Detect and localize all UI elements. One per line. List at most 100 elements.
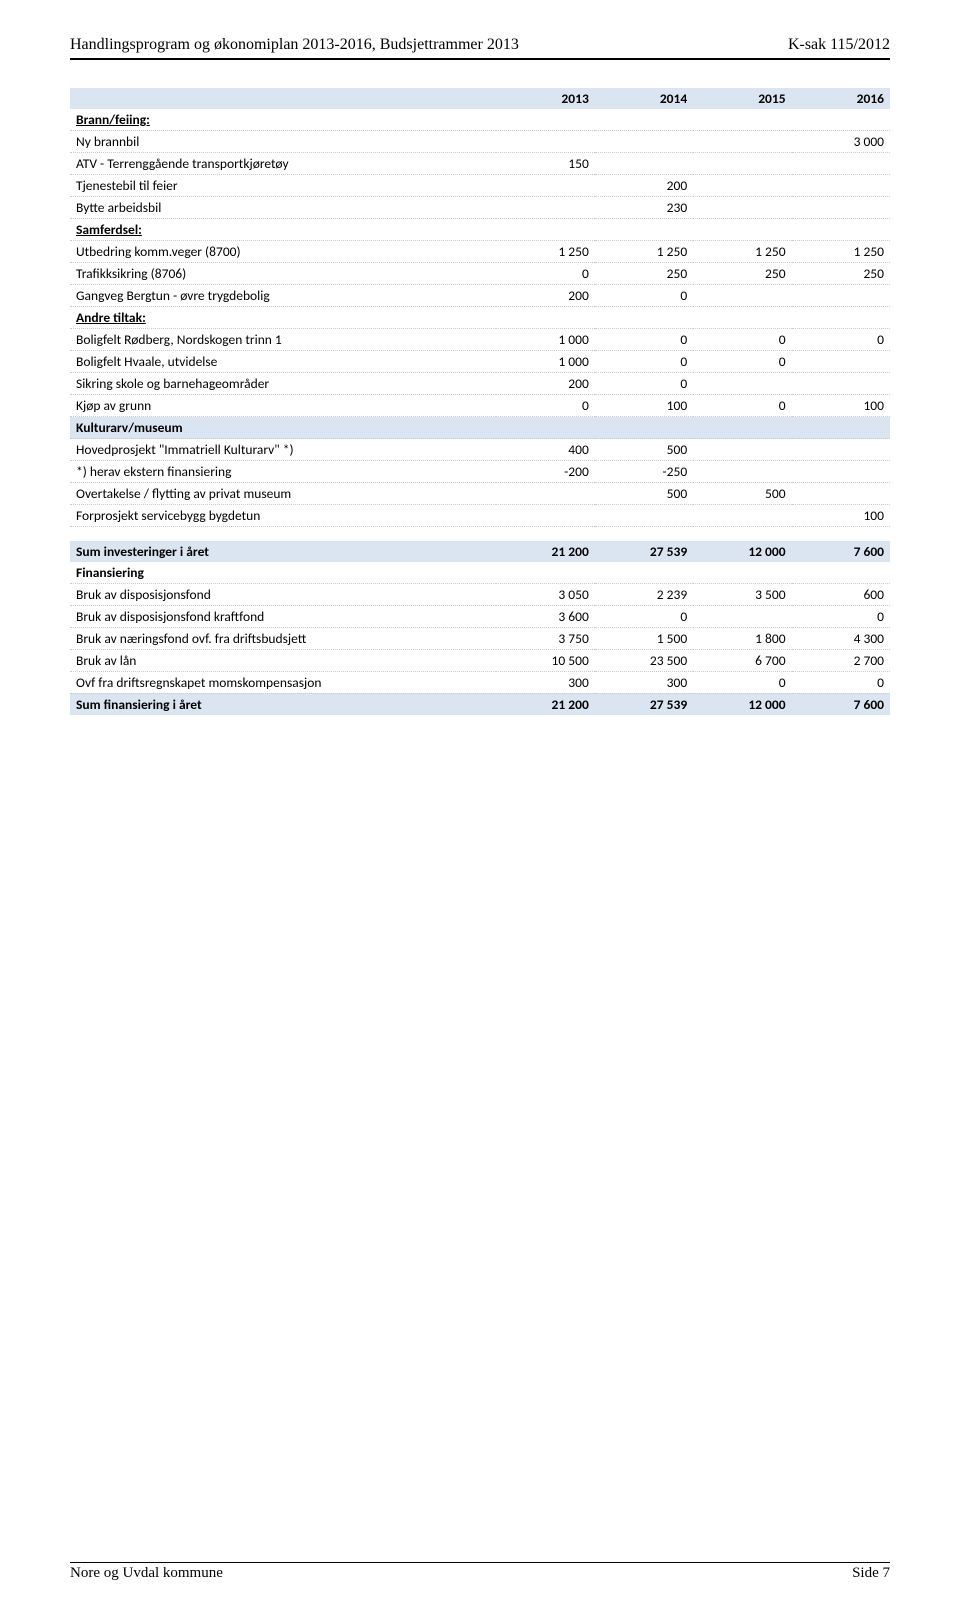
- cell: Bruk av næringsfond ovf. fra driftsbudsj…: [70, 627, 496, 649]
- table-row: Tjenestebil til feier200: [70, 175, 890, 197]
- cell: 0: [595, 605, 693, 627]
- table-row: Boligfelt Rødberg, Nordskogen trinn 11 0…: [70, 329, 890, 351]
- cell: Trafikksikring (8706): [70, 263, 496, 285]
- cell: 0: [693, 351, 791, 373]
- footer-left: Nore og Uvdal kommune: [70, 1565, 223, 1582]
- cell: [693, 109, 791, 131]
- cell: 2016: [792, 88, 890, 109]
- cell: [693, 285, 791, 307]
- cell: Kjøp av grunn: [70, 395, 496, 417]
- table-row: Sum investeringer i året21 20027 53912 0…: [70, 541, 890, 562]
- cell: 100: [595, 395, 693, 417]
- cell: Ovf fra driftsregnskapet momskompensasjo…: [70, 671, 496, 693]
- cell: 400: [496, 439, 594, 461]
- cell: [496, 219, 594, 241]
- cell: [792, 219, 890, 241]
- cell: 3 500: [693, 583, 791, 605]
- cell: 500: [595, 439, 693, 461]
- cell: Andre tiltak:: [70, 307, 496, 329]
- cell: 2 239: [595, 583, 693, 605]
- cell: 23 500: [595, 649, 693, 671]
- cell: 2014: [595, 88, 693, 109]
- table-row: *) herav ekstern finansiering-200-250: [70, 461, 890, 483]
- cell: 3 050: [496, 583, 594, 605]
- cell: [595, 153, 693, 175]
- cell: 250: [693, 263, 791, 285]
- cell: Boligfelt Hvaale, utvidelse: [70, 351, 496, 373]
- cell: 2 700: [792, 649, 890, 671]
- cell: 250: [595, 263, 693, 285]
- cell: 0: [693, 329, 791, 351]
- cell: [595, 417, 693, 439]
- cell: Bruk av disposisjonsfond: [70, 583, 496, 605]
- cell: 150: [496, 153, 594, 175]
- table-row: Forprosjekt servicebygg bygdetun100: [70, 505, 890, 527]
- table-row: Kjøp av grunn01000100: [70, 395, 890, 417]
- cell: 250: [792, 263, 890, 285]
- cell: 0: [595, 351, 693, 373]
- cell: 300: [595, 671, 693, 693]
- cell: 0: [792, 329, 890, 351]
- cell: [792, 285, 890, 307]
- cell: 0: [595, 373, 693, 395]
- table-row: 2013201420152016: [70, 88, 890, 109]
- footer-right: Side 7: [852, 1565, 890, 1582]
- cell: 0: [595, 329, 693, 351]
- table-row: Brann/feiing:: [70, 109, 890, 131]
- cell: 21 200: [496, 693, 594, 715]
- cell: [496, 197, 594, 219]
- cell: Boligfelt Rødberg, Nordskogen trinn 1: [70, 329, 496, 351]
- cell: 12 000: [693, 541, 791, 562]
- cell: [693, 153, 791, 175]
- table-row: Sum finansiering i året21 20027 53912 00…: [70, 693, 890, 715]
- cell: 7 600: [792, 693, 890, 715]
- cell: 2013: [496, 88, 594, 109]
- table-row: Overtakelse / flytting av privat museum5…: [70, 483, 890, 505]
- cell: 0: [693, 671, 791, 693]
- cell: [693, 562, 791, 584]
- cell: 3 750: [496, 627, 594, 649]
- cell: 500: [595, 483, 693, 505]
- cell: 27 539: [595, 541, 693, 562]
- cell: [792, 527, 890, 541]
- cell: 21 200: [496, 541, 594, 562]
- cell: [496, 175, 594, 197]
- table-row: Finansiering: [70, 562, 890, 584]
- cell: [792, 417, 890, 439]
- table-row: Gangveg Bergtun - øvre trygdebolig2000: [70, 285, 890, 307]
- cell: [595, 562, 693, 584]
- table-row: Hovedprosjekt "Immatriell Kulturarv" *)4…: [70, 439, 890, 461]
- cell: 4 300: [792, 627, 890, 649]
- cell: 200: [496, 285, 594, 307]
- cell: [792, 439, 890, 461]
- cell: 230: [595, 197, 693, 219]
- table-row: Bruk av lån10 50023 5006 7002 700: [70, 649, 890, 671]
- cell: [70, 88, 496, 109]
- cell: [693, 439, 791, 461]
- cell: -250: [595, 461, 693, 483]
- cell: Finansiering: [70, 562, 496, 584]
- cell: 0: [792, 671, 890, 693]
- cell: [595, 219, 693, 241]
- cell: [693, 197, 791, 219]
- cell: Sikring skole og barnehageområder: [70, 373, 496, 395]
- cell: 3 000: [792, 131, 890, 153]
- page-header: Handlingsprogram og økonomiplan 2013-201…: [70, 36, 890, 60]
- table-row: Andre tiltak:: [70, 307, 890, 329]
- cell: [693, 131, 791, 153]
- cell: [792, 351, 890, 373]
- cell: Kulturarv/museum: [70, 417, 496, 439]
- cell: Ny brannbil: [70, 131, 496, 153]
- cell: [693, 175, 791, 197]
- cell: Bruk av lån: [70, 649, 496, 671]
- budget-table: 2013201420152016Brann/feiing:Ny brannbil…: [70, 88, 890, 715]
- cell: [792, 175, 890, 197]
- cell: Bytte arbeidsbil: [70, 197, 496, 219]
- cell: Brann/feiing:: [70, 109, 496, 131]
- table-row: Utbedring komm.veger (8700)1 2501 2501 2…: [70, 241, 890, 263]
- cell: 1 800: [693, 627, 791, 649]
- cell: Sum investeringer i året: [70, 541, 496, 562]
- cell: [595, 527, 693, 541]
- cell: 100: [792, 505, 890, 527]
- cell: 200: [595, 175, 693, 197]
